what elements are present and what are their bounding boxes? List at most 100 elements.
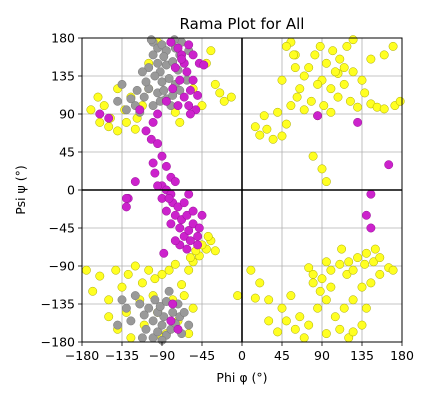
data-point [194,223,204,233]
data-point [366,223,376,233]
data-point [157,151,167,161]
data-point [388,265,398,275]
data-point [313,79,323,89]
data-points [81,35,405,345]
data-point [295,84,305,94]
data-point [188,206,198,216]
data-point [361,303,371,313]
data-point [170,177,180,187]
data-point [330,312,340,322]
data-point [130,291,140,301]
x-tick-label: 135 [350,348,374,363]
data-point [146,134,156,144]
data-point [299,71,309,81]
data-point [193,240,203,250]
data-point [175,75,185,85]
data-point [317,274,327,284]
data-point [150,168,160,178]
data-point [379,50,389,60]
data-point [188,50,198,60]
data-point [219,96,229,106]
data-point [170,236,180,246]
data-point [121,117,131,127]
data-point [366,54,376,64]
data-point [255,278,265,288]
data-point [315,41,325,51]
x-tick-label: −180 [65,348,99,363]
data-point [313,303,323,313]
data-point [182,244,192,254]
data-point [139,310,149,320]
data-point [177,280,187,290]
data-point [137,333,147,343]
data-point [321,177,331,187]
data-point [173,202,183,212]
data-point [281,41,291,51]
data-point [185,109,195,119]
data-point [353,117,363,127]
y-tick-label: −90 [49,259,75,274]
data-point [337,244,347,254]
data-point [117,79,127,89]
x-tick-label: 45 [274,348,290,363]
data-point [182,67,192,77]
data-point [353,253,363,263]
data-point [319,101,329,111]
data-point [233,291,243,301]
data-point [321,295,331,305]
data-point [185,253,195,263]
data-point [121,202,131,212]
data-point [335,54,345,64]
data-point [203,231,213,241]
data-point [161,206,171,216]
data-point [215,88,225,98]
data-point [164,74,174,83]
data-point [348,35,358,45]
data-point [339,303,349,313]
data-point [250,122,260,132]
data-point [126,316,136,326]
y-tick-label: 0 [67,183,75,198]
data-point [113,126,123,136]
data-point [155,302,165,311]
data-point [113,320,123,330]
data-point [348,295,358,305]
data-point [264,295,274,305]
data-point [361,248,371,258]
x-tick-label: 0 [238,348,246,363]
data-point [281,119,291,129]
data-point [335,259,345,269]
data-point [366,189,376,199]
data-point [179,92,189,102]
data-point [104,295,114,305]
data-point [130,124,140,134]
data-point [121,105,131,115]
data-point [168,84,178,94]
data-point [188,75,198,85]
data-point [289,50,299,60]
data-point [141,126,151,136]
data-point [130,177,140,187]
y-ticks: −180 −135 −90 −45 0 45 90 135 180 [41,31,82,350]
data-point [126,94,136,104]
data-point [226,92,236,102]
data-point [121,193,131,203]
data-point [299,105,309,115]
data-point [313,111,323,121]
data-point [153,139,163,149]
y-tick-label: 180 [51,31,75,46]
data-point [292,92,302,102]
data-point [159,85,169,95]
x-tick-label: 90 [314,348,330,363]
data-point [361,210,371,220]
data-point [153,327,163,337]
data-point [179,231,189,241]
data-point [184,226,194,235]
data-point [81,265,91,275]
data-point [177,54,187,64]
data-point [199,60,209,70]
data-point [159,248,169,258]
data-point [193,231,203,241]
data-point [370,244,380,254]
data-point [321,58,331,68]
